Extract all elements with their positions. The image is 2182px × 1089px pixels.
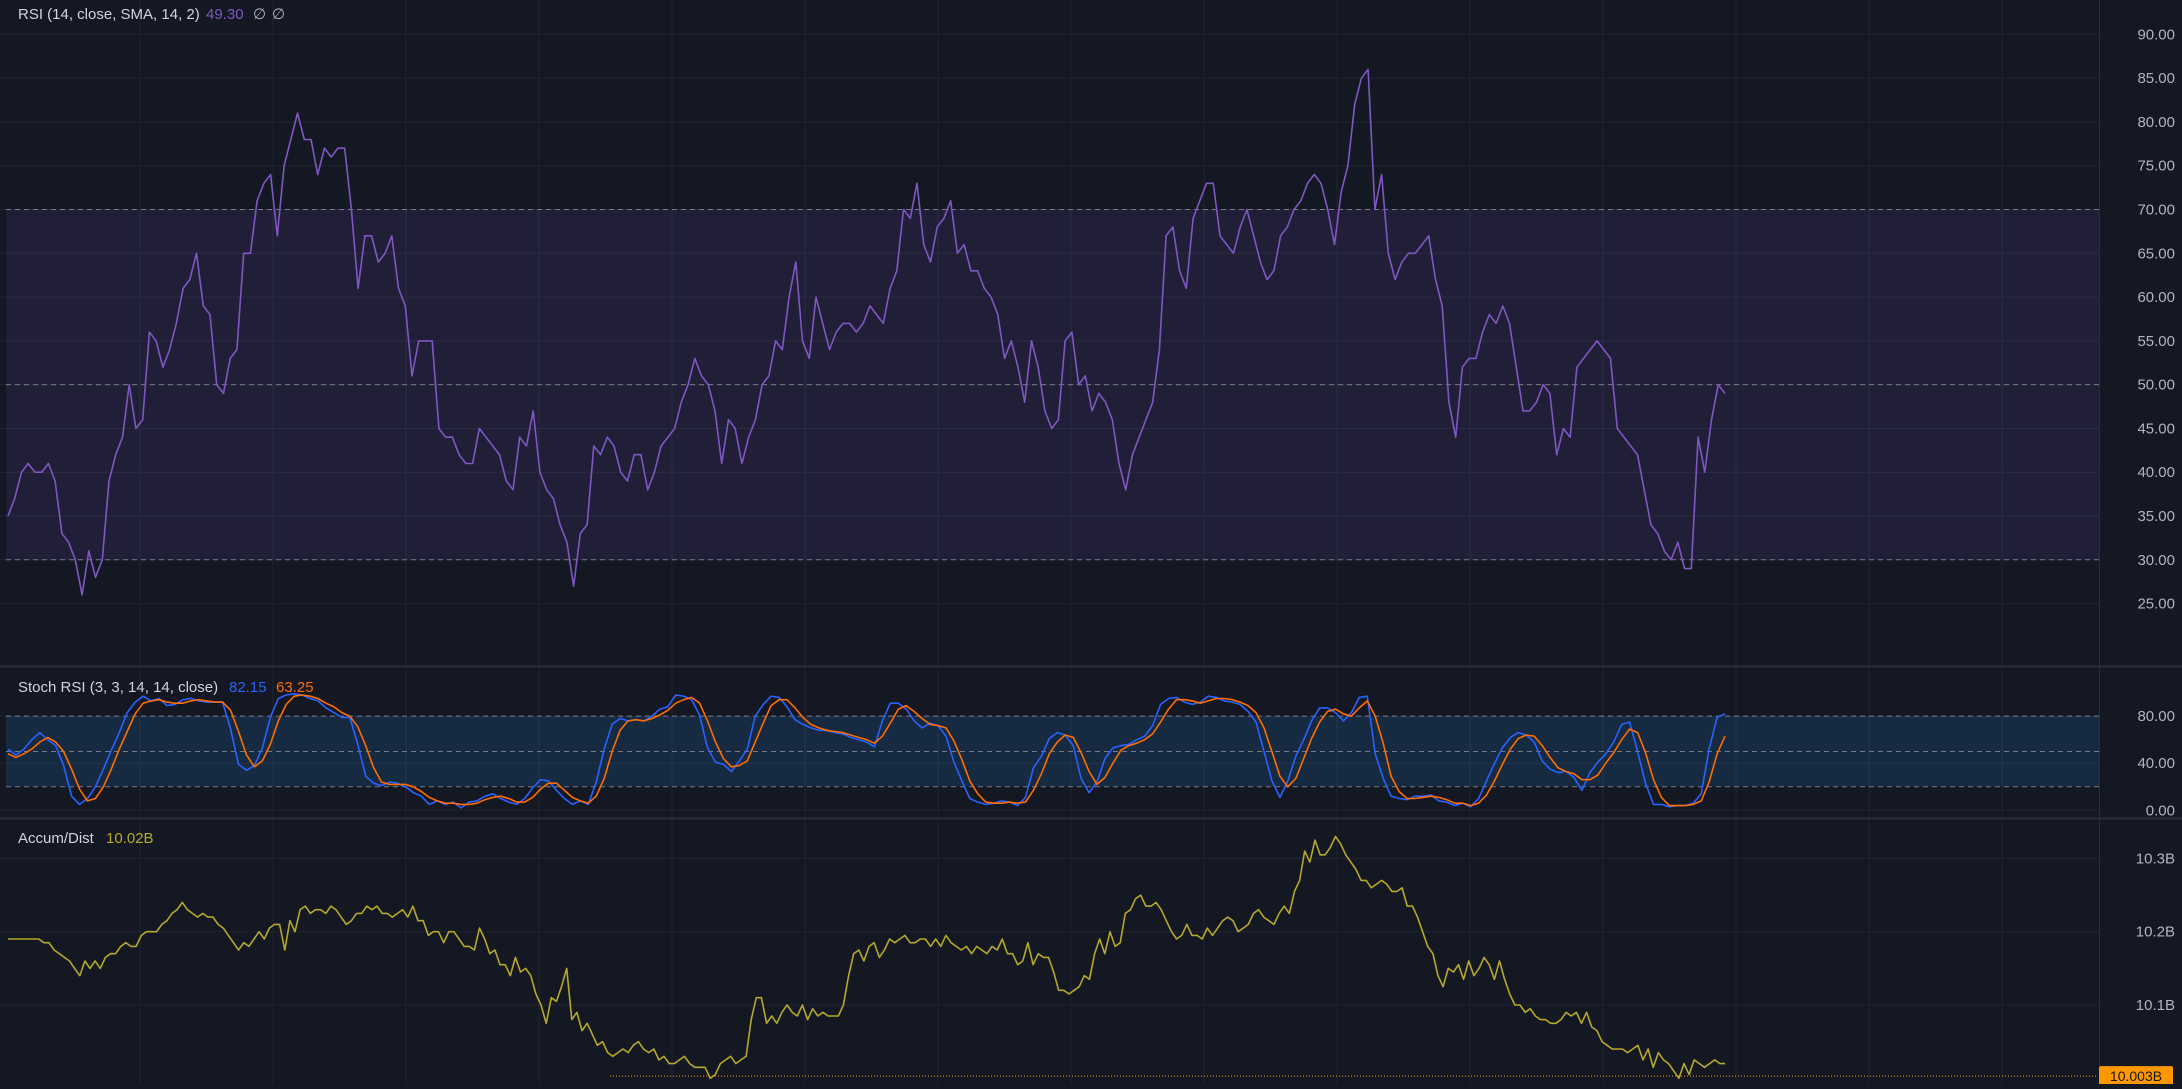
rsi-legend-extra-2: ∅ xyxy=(272,6,285,23)
level-lines xyxy=(6,209,2099,788)
rsi-line xyxy=(7,68,1726,596)
axis-tick-label: 55.00 xyxy=(2137,333,2175,350)
axis-tick-label: 0.00 xyxy=(2146,802,2175,819)
ad-badge-label: 10.003B xyxy=(2110,1068,2162,1084)
stoch-legend-d-value: 63.25 xyxy=(276,679,314,696)
axis-tick-label: 35.00 xyxy=(2137,508,2175,525)
axis-tick-label: 30.00 xyxy=(2137,552,2175,569)
axis-tick-label: 90.00 xyxy=(2137,26,2175,43)
series-lines xyxy=(7,68,1726,1080)
axis-tick-label: 60.00 xyxy=(2137,289,2175,306)
ad-price-badge: 10.003B xyxy=(610,1066,2173,1087)
stoch-legend-title: Stoch RSI (3, 3, 14, 14, close) xyxy=(18,679,218,696)
ad-legend-value: 10.02B xyxy=(106,830,154,847)
accum-dist-legend[interactable]: Accum/Dist 10.02B xyxy=(18,830,154,847)
ad-badge-background xyxy=(2099,1066,2173,1087)
axis-tick-label: 40.00 xyxy=(2137,464,2175,481)
axis-tick-label: 25.00 xyxy=(2137,596,2175,613)
accum-dist-line xyxy=(8,835,1725,1080)
stoch-rsi-legend[interactable]: Stoch RSI (3, 3, 14, 14, close) 82.15 63… xyxy=(18,679,314,696)
axis-tick-label: 70.00 xyxy=(2137,202,2175,219)
price-axis[interactable]: 90.00 85.00 80.00 75.00 70.00 65.00 60.00 55.00… xyxy=(2136,26,2175,1014)
stoch-d-line xyxy=(7,694,1726,807)
axis-tick-label: 45.00 xyxy=(2137,420,2175,437)
axis-tick-label: 65.00 xyxy=(2137,245,2175,262)
axis-tick-label: 85.00 xyxy=(2137,70,2175,87)
rsi-legend-value: 49.30 xyxy=(206,6,244,23)
rsi-legend-extra-1: ∅ xyxy=(253,6,266,23)
ad-legend-title: Accum/Dist xyxy=(18,830,95,847)
axis-tick-label: 50.00 xyxy=(2137,377,2175,394)
axis-tick-label: 10.3B xyxy=(2136,850,2175,867)
axis-tick-label: 10.2B xyxy=(2136,924,2175,941)
axis-tick-label: 40.00 xyxy=(2137,755,2175,772)
stoch-k-line xyxy=(7,692,1726,809)
axis-tick-label: 80.00 xyxy=(2137,114,2175,131)
axis-tick-label: 80.00 xyxy=(2137,708,2175,725)
axis-tick-label: 10.1B xyxy=(2136,997,2175,1014)
rsi-legend-title: RSI (14, close, SMA, 14, 2) xyxy=(18,6,200,23)
axis-tick-label: 75.00 xyxy=(2137,158,2175,175)
stoch-legend-k-value: 82.15 xyxy=(229,679,267,696)
rsi-legend[interactable]: RSI (14, close, SMA, 14, 2) 49.30 ∅ ∅ xyxy=(18,6,285,23)
